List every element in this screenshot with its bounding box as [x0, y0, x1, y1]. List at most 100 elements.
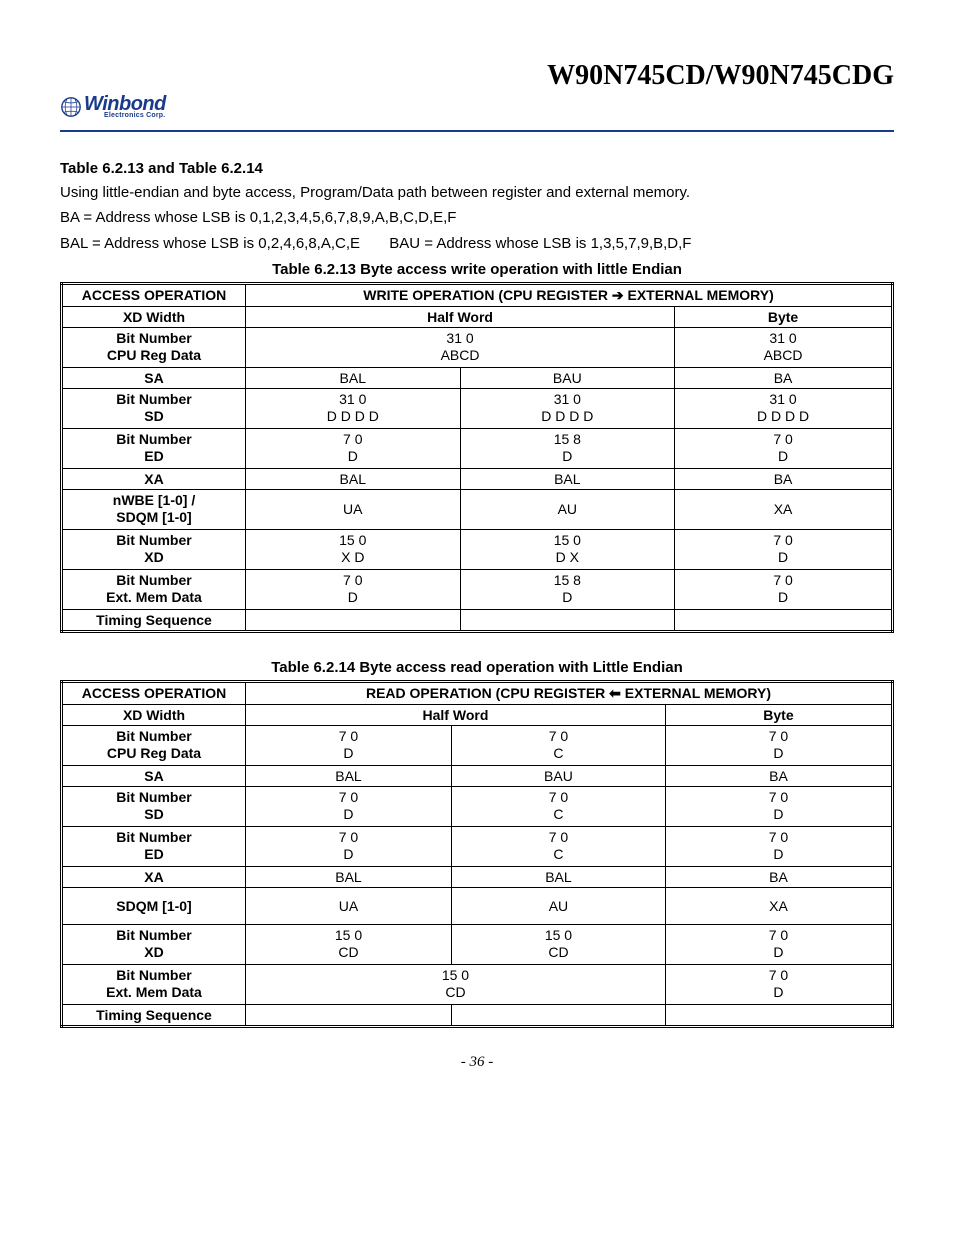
cell-text: 7 0: [769, 927, 788, 943]
page-number: - 36 -: [60, 1054, 894, 1071]
cell-text: CD: [338, 944, 358, 960]
row-label: Bit NumberSD: [62, 388, 246, 428]
table-row: Timing Sequence: [62, 1004, 893, 1026]
cell: [675, 609, 893, 631]
cell-text: Bit NumberCPU Reg Data: [107, 728, 201, 762]
cell: BAL: [460, 468, 675, 489]
th-half: Half Word: [246, 306, 675, 327]
row-label: Bit NumberCPU Reg Data: [62, 725, 246, 765]
table-row: Bit NumberCPU Reg Data 7 0D 7 0C 7 0D: [62, 725, 893, 765]
cell-text: D X: [556, 549, 579, 565]
cell: 15 0X D: [246, 529, 461, 569]
cell-text: 15 8: [554, 431, 581, 447]
cell-text: 7 0: [339, 789, 358, 805]
th-xdwidth: XD Width: [62, 306, 246, 327]
intro-p1: Using little-endian and byte access, Pro…: [60, 181, 894, 204]
table13-caption: Table 6.2.13 Byte access write operation…: [60, 261, 894, 278]
cell: [451, 1004, 665, 1026]
cell-text: 7 0: [773, 532, 792, 548]
cell-text: Bit NumberXD: [116, 927, 191, 961]
logo-main: Winbond: [84, 94, 166, 114]
cell-text: 7 0: [769, 789, 788, 805]
table-row: Bit NumberSD 31 0D D D D 31 0D D D D 31 …: [62, 388, 893, 428]
cell: 7 0D: [246, 428, 461, 468]
cell-text: D: [343, 745, 353, 761]
cell: 15 0D X: [460, 529, 675, 569]
cell-text: Bit NumberED: [116, 431, 191, 465]
cell-text: D: [773, 846, 783, 862]
cell-text: 7 0: [549, 789, 568, 805]
row-label: nWBE [1-0] /SDQM [1-0]: [62, 489, 246, 529]
cell-text: Bit NumberSD: [116, 789, 191, 823]
cell-text: D D D D: [757, 408, 809, 424]
row-label: Timing Sequence: [62, 609, 246, 631]
cell: 31 0D D D D: [460, 388, 675, 428]
logo-text: Winbond Electronics Corp.: [84, 94, 166, 119]
cell: [246, 1004, 452, 1026]
cell-text: 7 0: [549, 829, 568, 845]
cell-text: ABCD: [441, 347, 480, 363]
cell: 7 0D: [665, 964, 892, 1004]
row-label: SDQM [1-0]: [62, 887, 246, 924]
cell-text: Bit NumberCPU Reg Data: [107, 330, 201, 364]
table-row: Bit NumberSD 7 0D 7 0C 7 0D: [62, 786, 893, 826]
cell-text: Bit NumberXD: [116, 532, 191, 566]
row-label: SA: [62, 765, 246, 786]
cell-text: D: [348, 448, 358, 464]
cell: XA: [665, 887, 892, 924]
th-xdwidth: XD Width: [62, 704, 246, 725]
cell: XA: [675, 489, 893, 529]
cell: [246, 609, 461, 631]
cell: BA: [665, 866, 892, 887]
cell-text: D: [773, 745, 783, 761]
intro-p3a: BAL = Address whose LSB is 0,2,4,6,8,A,C…: [60, 235, 360, 252]
cell: BA: [675, 468, 893, 489]
cell-text: 15 0: [554, 532, 581, 548]
page: W90N745CD/W90N745CDG Winbond Electronics…: [0, 0, 954, 1101]
cell-text: D D D D: [541, 408, 593, 424]
table-row: ACCESS OPERATION WRITE OPERATION (CPU RE…: [62, 283, 893, 306]
row-label: XA: [62, 866, 246, 887]
row-label: Timing Sequence: [62, 1004, 246, 1026]
table-row: Bit NumberExt. Mem Data 15 0CD 7 0D: [62, 964, 893, 1004]
cell-text: D D D D: [327, 408, 379, 424]
row-label: Bit NumberCPU Reg Data: [62, 327, 246, 367]
cell-text: C: [553, 806, 563, 822]
cell-text: Bit NumberExt. Mem Data: [106, 572, 202, 606]
cell-text: 31 0: [446, 330, 473, 346]
cell: 7 0D: [675, 529, 893, 569]
table14-caption: Table 6.2.14 Byte access read operation …: [60, 659, 894, 676]
cell: 7 0D: [246, 786, 452, 826]
document-title: W90N745CD/W90N745CDG: [547, 60, 894, 92]
cell: UA: [246, 887, 452, 924]
table-row: XD Width Half Word Byte: [62, 306, 893, 327]
cell: 31 0D D D D: [246, 388, 461, 428]
cell: BAL: [451, 866, 665, 887]
cell: BA: [665, 765, 892, 786]
cell-text: D: [348, 589, 358, 605]
table-row: Bit NumberExt. Mem Data 7 0D 15 8D 7 0D: [62, 569, 893, 609]
cell: 31 0ABCD: [675, 327, 893, 367]
cell: BAL: [246, 866, 452, 887]
cell-text: D: [343, 846, 353, 862]
cell: [460, 609, 675, 631]
cell: 7 0D: [246, 725, 452, 765]
cell-text: ABCD: [764, 347, 803, 363]
table-row: Bit NumberED 7 0D 7 0C 7 0D: [62, 826, 893, 866]
intro-p2: BA = Address whose LSB is 0,1,2,3,4,5,6,…: [60, 206, 894, 229]
table-row: XA BAL BAL BA: [62, 866, 893, 887]
cell-text: 7 0: [343, 431, 362, 447]
cell-text: CD: [445, 984, 465, 1000]
row-label: Bit NumberExt. Mem Data: [62, 569, 246, 609]
row-label: Bit NumberED: [62, 428, 246, 468]
cell-text: 15 0: [335, 927, 362, 943]
cell-text: 7 0: [769, 967, 788, 983]
row-label: Bit NumberXD: [62, 924, 246, 964]
cell: 15 0CD: [451, 924, 665, 964]
cell-text: 15 0: [442, 967, 469, 983]
table-row: SA BAL BAU BA: [62, 367, 893, 388]
cell-text: 15 0: [339, 532, 366, 548]
cell: UA: [246, 489, 461, 529]
cell-text: 31 0: [554, 391, 581, 407]
th-access: ACCESS OPERATION: [62, 283, 246, 306]
